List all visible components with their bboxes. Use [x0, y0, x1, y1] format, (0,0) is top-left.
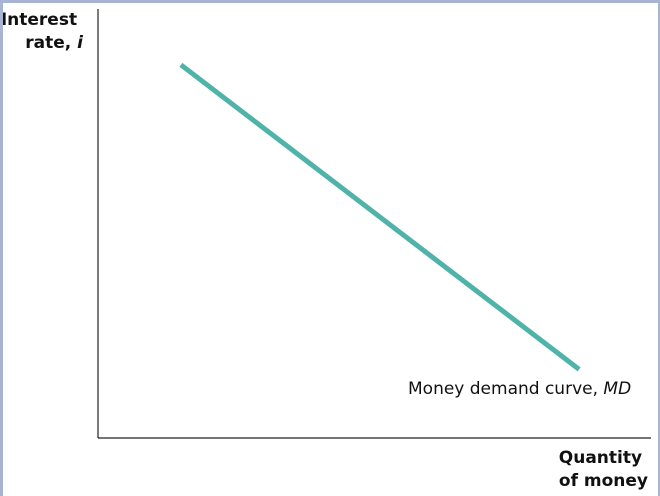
x-axis-label-line-1: Quantity — [559, 448, 642, 468]
y-axis-symbol: i — [77, 33, 84, 53]
y-axis-label-line-2-text: rate, — [25, 33, 77, 53]
money-demand-curve-label: Money demand curve, MD — [408, 379, 631, 399]
money-demand-curve-symbol: MD — [603, 379, 631, 399]
x-axis-label-line-2: of money — [559, 471, 648, 491]
money-demand-curve — [179, 62, 581, 372]
money-demand-chart: Interest rate, i Quantity of money Money… — [3, 9, 651, 491]
y-axis-label: Interest rate, i — [3, 10, 84, 53]
y-axis-label-line-1: Interest — [3, 10, 77, 30]
money-demand-curve-label-text: Money demand curve, — [408, 379, 603, 399]
y-axis-label-line-2: rate, i — [25, 33, 84, 53]
x-axis-label: Quantity of money — [559, 448, 648, 491]
